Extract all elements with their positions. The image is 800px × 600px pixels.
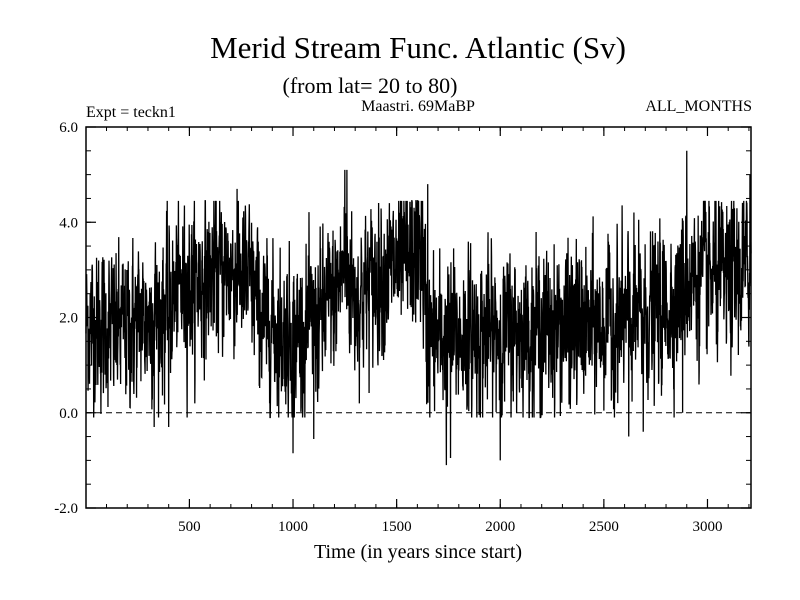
x-tick-label: 2000 [485,519,515,535]
y-tick-label: 6.0 [59,120,78,136]
experiment-label: Expt = teckn1 [86,104,176,121]
months-label: ALL_MONTHS [645,98,752,115]
chart-title: Merid Stream Func. Atlantic (Sv) [210,30,626,65]
y-tick-label: -2.0 [54,501,78,517]
x-tick-label: 2500 [589,519,619,535]
major-ticks [86,126,751,509]
y-tick-label: 2.0 [59,311,78,327]
plot-area [85,126,752,509]
x-tick-label: 1000 [278,519,308,535]
x-tick-label: 500 [178,519,201,535]
y-tick-label: 4.0 [59,215,78,231]
period-label: Maastri. 69MaBP [361,98,475,115]
chart-subtitle: (from lat= 20 to 80) [283,73,458,98]
x-tick-label: 3000 [692,519,722,535]
y-tick-labels: 6.0 4.0 2.0 0.0 -2.0 [54,120,78,517]
y-tick-label: 0.0 [59,406,78,422]
x-axis-label: Time (in years since start) [314,541,522,563]
series-line [85,150,752,466]
x-tick-labels: 500 1000 1500 2000 2500 3000 [178,519,722,535]
x-tick-label: 1500 [382,519,412,535]
